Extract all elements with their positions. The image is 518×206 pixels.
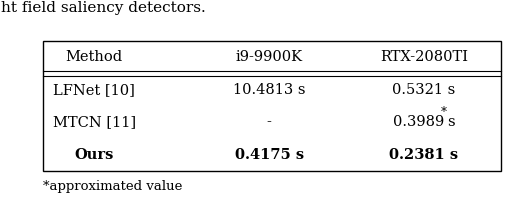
Text: *approximated value: *approximated value (42, 180, 182, 193)
Text: -: - (267, 115, 272, 129)
Text: Ours: Ours (75, 148, 114, 162)
Text: *: * (440, 105, 447, 118)
Text: ht field saliency detectors.: ht field saliency detectors. (2, 1, 206, 15)
Text: 0.5321 s: 0.5321 s (392, 83, 455, 97)
Text: MTCN [11]: MTCN [11] (52, 115, 136, 129)
Text: 0.3989: 0.3989 (393, 115, 444, 129)
Text: i9-9900K: i9-9900K (236, 50, 303, 64)
Text: 10.4813 s: 10.4813 s (233, 83, 306, 97)
Bar (42, 41, 501, 171)
Text: RTX-2080TI: RTX-2080TI (380, 50, 468, 64)
Text: LFNet [10]: LFNet [10] (53, 83, 135, 97)
Text: Method: Method (66, 50, 123, 64)
Text: s: s (447, 115, 455, 129)
Text: 0.2381 s: 0.2381 s (390, 148, 458, 162)
Text: 0.4175 s: 0.4175 s (235, 148, 304, 162)
